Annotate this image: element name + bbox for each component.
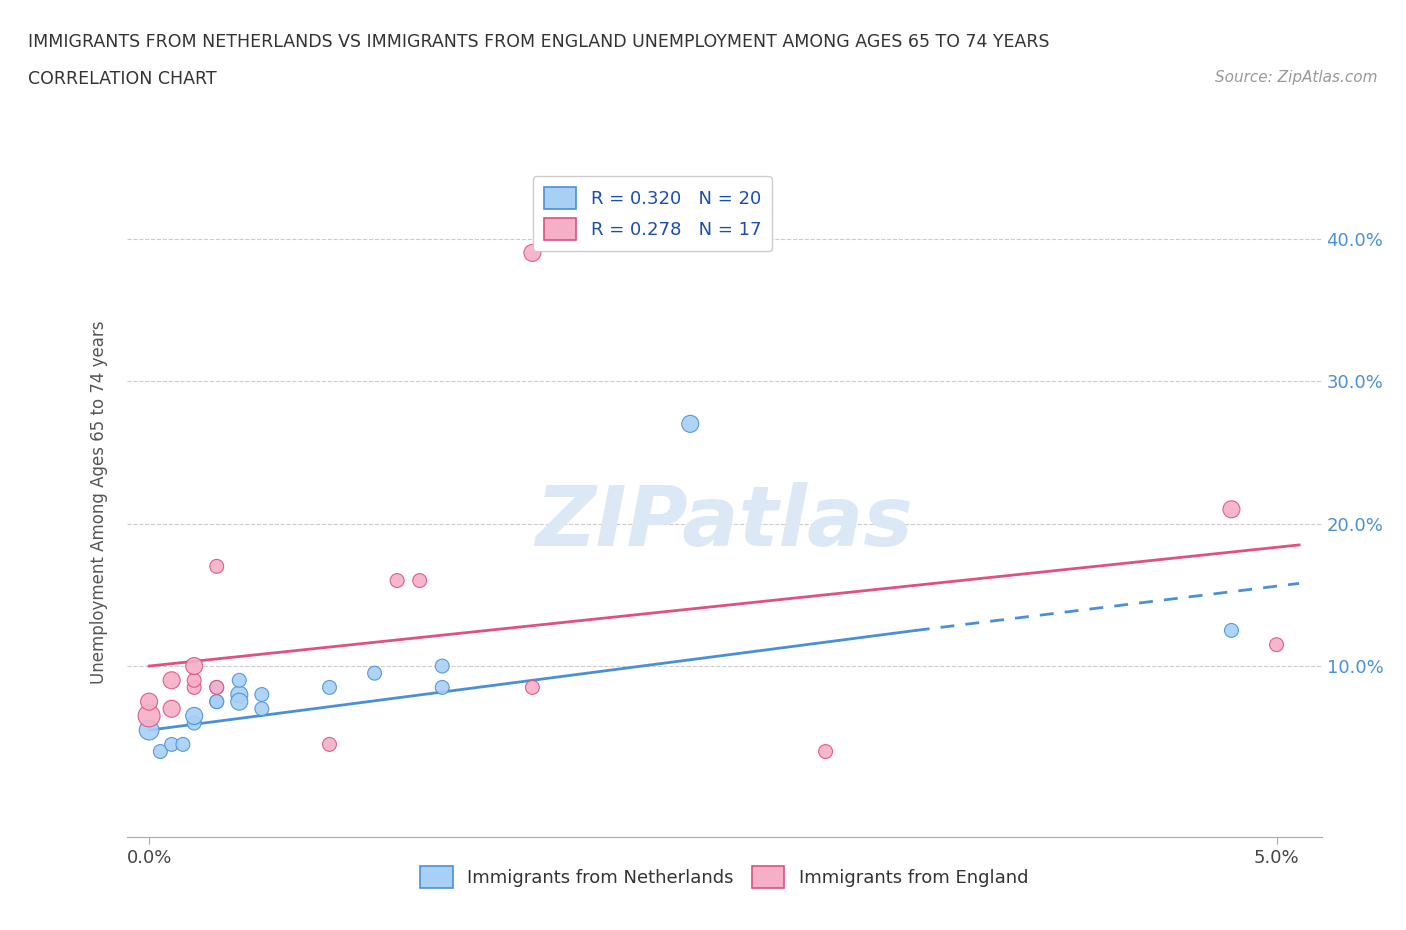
Point (149, 744, 172, 759)
Point (432, 658, 454, 673)
Legend: Immigrants from Netherlands, Immigrants from England: Immigrants from Netherlands, Immigrants … (413, 858, 1035, 895)
Point (183, 672, 205, 687)
Point (172, 737, 194, 751)
Point (160, 701, 183, 716)
Point (228, 694, 250, 709)
Point (250, 687, 273, 702)
Text: IMMIGRANTS FROM NETHERLANDS VS IMMIGRANTS FROM ENGLAND UNEMPLOYMENT AMONG AGES 6: IMMIGRANTS FROM NETHERLANDS VS IMMIGRANT… (28, 33, 1050, 50)
Point (138, 694, 160, 709)
Point (183, 709, 205, 724)
Text: CORRELATION CHART: CORRELATION CHART (28, 70, 217, 87)
Point (228, 687, 250, 702)
Point (1220, 623, 1243, 638)
Point (228, 672, 250, 687)
Point (1220, 502, 1243, 517)
Point (138, 709, 160, 724)
Point (814, 744, 837, 759)
Point (205, 694, 228, 709)
Point (160, 737, 183, 751)
Point (318, 680, 340, 695)
Point (205, 680, 228, 695)
Text: ZIPatlas: ZIPatlas (536, 482, 912, 563)
Point (183, 658, 205, 673)
Point (205, 694, 228, 709)
Point (408, 573, 430, 588)
Point (679, 417, 702, 432)
Point (1265, 637, 1288, 652)
Point (250, 701, 273, 716)
Point (385, 573, 408, 588)
Point (522, 246, 544, 260)
Point (522, 680, 544, 695)
Point (363, 666, 385, 681)
Point (432, 680, 454, 695)
Point (318, 737, 340, 751)
Point (183, 715, 205, 730)
Point (138, 723, 160, 737)
Point (205, 559, 228, 574)
Point (183, 680, 205, 695)
Y-axis label: Unemployment Among Ages 65 to 74 years: Unemployment Among Ages 65 to 74 years (90, 321, 108, 684)
Point (160, 672, 183, 687)
Point (205, 680, 228, 695)
Text: Source: ZipAtlas.com: Source: ZipAtlas.com (1215, 70, 1378, 85)
